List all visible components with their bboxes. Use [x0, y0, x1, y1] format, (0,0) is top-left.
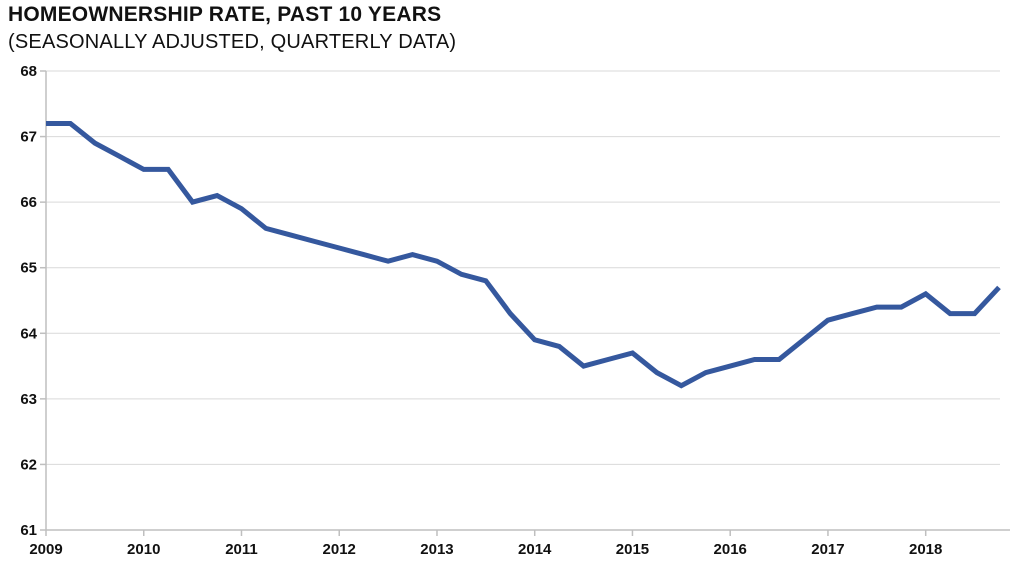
x-axis-label: 2018: [909, 541, 942, 558]
y-axis-label: 61: [20, 522, 37, 539]
x-axis-label: 2017: [811, 541, 844, 558]
chart-subtitle: (SEASONALLY ADJUSTED, QUARTERLY DATA): [8, 31, 457, 53]
x-axis-label: 2012: [323, 541, 356, 558]
chart-title: HOMEOWNERSHIP RATE, PAST 10 YEARS: [8, 3, 442, 26]
x-axis-label: 2011: [225, 541, 258, 558]
x-axis-label: 2013: [420, 541, 453, 558]
x-axis-label: 2016: [714, 541, 747, 558]
x-axis-label: 2009: [29, 541, 62, 558]
x-axis-label: 2010: [127, 541, 160, 558]
y-axis-label: 66: [20, 194, 37, 211]
x-axis-label: 2014: [518, 541, 552, 558]
y-axis-label: 64: [20, 325, 37, 342]
y-axis-label: 65: [20, 260, 37, 277]
y-axis-label: 62: [20, 456, 37, 473]
y-axis-label: 68: [20, 63, 37, 80]
x-axis-label: 2015: [616, 541, 649, 558]
y-axis-label: 67: [20, 129, 37, 146]
data-line-homeownership-rate: [46, 121, 1001, 389]
y-axis-label: 63: [20, 391, 37, 408]
